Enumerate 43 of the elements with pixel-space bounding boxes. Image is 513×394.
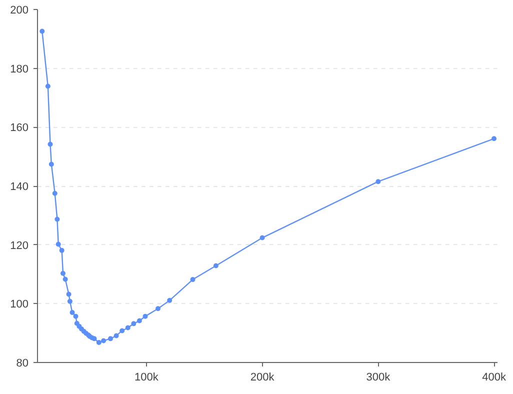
point [96, 340, 102, 345]
point [167, 298, 172, 303]
point [136, 318, 142, 324]
y-tick-label: 180 [10, 63, 29, 76]
point [59, 248, 64, 253]
point [56, 242, 61, 247]
point [48, 162, 54, 167]
point [40, 28, 45, 34]
point [142, 314, 148, 319]
point [190, 277, 196, 282]
y-tick-label: 200 [10, 4, 29, 16]
point [260, 235, 265, 240]
point [120, 328, 125, 334]
point [114, 333, 119, 338]
point [101, 338, 106, 344]
point [54, 216, 60, 222]
point [492, 136, 497, 142]
y-tick-label: 160 [10, 122, 29, 134]
point [62, 276, 68, 282]
y-tick-label: 140 [10, 181, 29, 193]
y-tick-label: 120 [10, 240, 29, 252]
point [131, 321, 136, 326]
point [66, 292, 72, 297]
x-tick-label: 100k [134, 372, 159, 384]
point [92, 336, 97, 342]
x-tick-label: 400k [482, 372, 506, 384]
point [45, 84, 50, 89]
point [156, 306, 161, 312]
point [376, 179, 381, 184]
point [74, 320, 80, 326]
point [213, 263, 218, 268]
point [73, 314, 78, 319]
point [108, 336, 113, 342]
x-tick-label: 300k [366, 372, 391, 384]
point [67, 298, 72, 304]
y-tick-label: 100 [10, 298, 29, 311]
point [48, 142, 53, 147]
x-tick-label: 200k [250, 372, 275, 384]
point [70, 310, 75, 315]
y-tick-label: 80 [16, 358, 29, 370]
point [52, 190, 58, 196]
point [60, 270, 66, 276]
point [125, 325, 130, 330]
